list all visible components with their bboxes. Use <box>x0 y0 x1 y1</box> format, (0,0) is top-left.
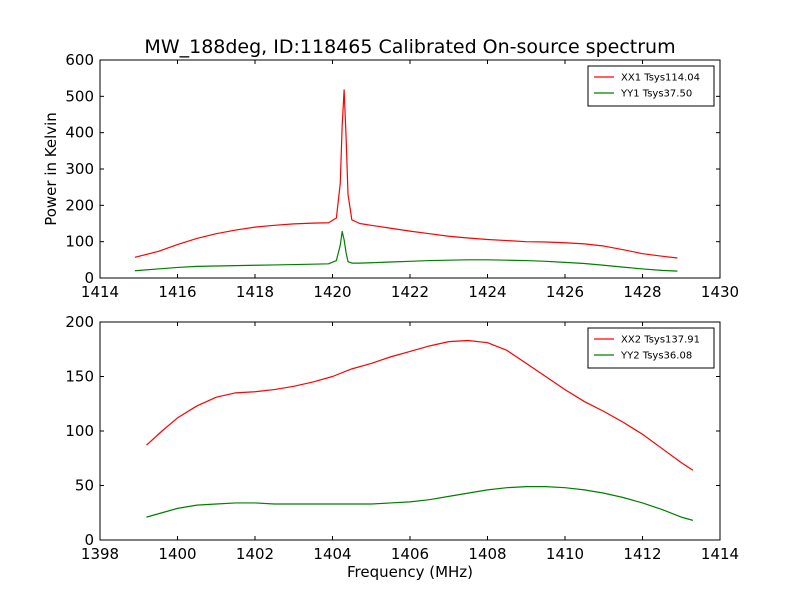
x-tick-label: 1414 <box>81 283 119 301</box>
y-tick-label: 150 <box>65 368 94 386</box>
subplot-1: 1414 1416 1418 1420 1422 1424 1426 1428 1430 0 100… <box>42 51 739 301</box>
x-tick-label: 1408 <box>468 545 506 563</box>
y-tick-label: 200 <box>65 196 94 214</box>
x-tick-label: 1420 <box>313 283 351 301</box>
y-tick-label: 100 <box>65 422 94 440</box>
x-axis-title: Frequency (MHz) <box>347 563 473 581</box>
x-tick-label: 1424 <box>468 283 506 301</box>
legend: XX2 Tsys137.91 YY2 Tsys36.08 <box>587 327 715 369</box>
x-tick-label: 1428 <box>623 283 661 301</box>
y-tick-label: 600 <box>65 51 94 69</box>
x-tick-label: 1426 <box>546 283 584 301</box>
x-tick-label: 1406 <box>391 545 429 563</box>
x-tick-label: 1400 <box>158 545 196 563</box>
x-tick-label: 1418 <box>236 283 274 301</box>
series-line-yy1 <box>134 230 678 272</box>
x-tick-label: 1410 <box>546 545 584 563</box>
y-tick-label: 50 <box>75 477 94 495</box>
x-tick-label: 1398 <box>81 545 119 563</box>
legend-entry: YY1 Tsys37.50 <box>620 89 692 100</box>
subplot-2: 1398 1400 1402 1404 1406 1408 1410 1412 1414 0 50 1… <box>65 313 739 581</box>
y-tick-label: 200 <box>65 313 94 331</box>
legend-entry: XX1 Tsys114.04 <box>621 73 700 84</box>
y-tick-label: 400 <box>65 124 94 142</box>
y-tick-label: 100 <box>65 233 94 251</box>
series-line-xx1 <box>134 89 678 259</box>
legend-box <box>587 327 715 369</box>
x-tick-label: 1414 <box>701 545 739 563</box>
y-tick-label: 500 <box>65 87 94 105</box>
y-tick-label: 0 <box>84 269 94 287</box>
legend: XX1 Tsys114.04 YY1 Tsys37.50 <box>587 65 715 107</box>
series-line-yy2 <box>146 485 694 521</box>
y-tick-label: 300 <box>65 160 94 178</box>
legend-entry: YY2 Tsys36.08 <box>620 351 692 362</box>
y-axis-title: Power in Kelvin <box>42 112 60 226</box>
legend-entry: XX2 Tsys137.91 <box>621 335 700 346</box>
x-tick-label: 1404 <box>313 545 351 563</box>
series-line-xx2 <box>146 339 694 471</box>
y-tick-label: 0 <box>84 531 94 549</box>
legend-box <box>587 65 715 107</box>
x-tick-label: 1416 <box>158 283 196 301</box>
x-tick-label: 1422 <box>391 283 429 301</box>
x-tick-label: 1402 <box>236 545 274 563</box>
x-tick-label: 1430 <box>701 283 739 301</box>
figure-title: MW_188deg, ID:118465 Calibrated On-sourc… <box>144 36 675 58</box>
x-tick-label: 1412 <box>623 545 661 563</box>
